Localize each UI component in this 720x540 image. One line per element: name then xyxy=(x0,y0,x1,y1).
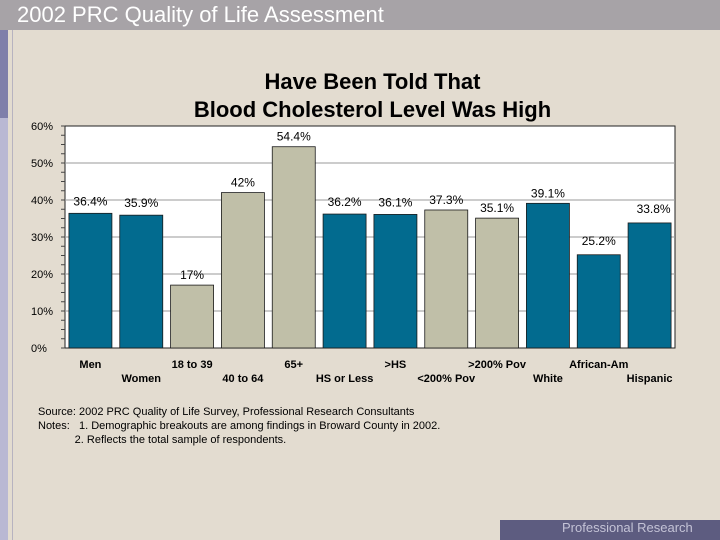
y-tick-label: 60% xyxy=(31,121,53,133)
note-2: 2. Reflects the total sample of responde… xyxy=(38,434,287,446)
bar-value-label: 36.1% xyxy=(378,195,412,209)
bar-8 xyxy=(424,209,469,349)
x-tick-label: <200% Pov xyxy=(417,373,476,385)
x-tick-label: 40 to 64 xyxy=(222,373,264,385)
bar-2 xyxy=(119,214,164,349)
bar-value-label: 25.2% xyxy=(582,234,616,248)
footer-text: Professional Research Consultants xyxy=(562,520,693,535)
bar-value-label: 37.3% xyxy=(429,193,463,207)
footer-brand: Professional Research Consultants xyxy=(500,520,720,540)
left-accent-stripe xyxy=(0,30,8,118)
x-tick-label: White xyxy=(533,373,563,385)
chart-title-line-1: Have Been Told That xyxy=(264,69,481,94)
bar-value-label: 35.1% xyxy=(480,201,514,215)
y-tick-label: 10% xyxy=(31,306,53,318)
bar-12 xyxy=(627,222,672,349)
y-tick-label: 30% xyxy=(31,232,53,244)
bar-1 xyxy=(68,212,113,349)
x-tick-label: Women xyxy=(121,373,161,385)
bar-value-label: 39.1% xyxy=(531,186,565,200)
x-tick-label: 18 to 39 xyxy=(172,359,213,371)
bar-value-label: 35.9% xyxy=(124,196,158,210)
bar-7 xyxy=(373,214,418,349)
bar-value-label: 33.8% xyxy=(637,202,671,216)
bar-value-label: 17% xyxy=(180,268,204,282)
bar-10 xyxy=(526,202,570,349)
bar-11 xyxy=(576,254,621,349)
bar-value-label: 54.4% xyxy=(277,130,311,144)
chart-notes: Source: 2002 PRC Quality of Life Survey,… xyxy=(38,405,440,447)
note-1: Notes: 1. Demographic breakouts are amon… xyxy=(38,420,441,432)
page-title: 2002 PRC Quality of Life Assessment xyxy=(17,2,384,27)
bar-6 xyxy=(322,213,367,349)
bar-3 xyxy=(170,284,214,349)
y-tick-label: 50% xyxy=(31,158,53,170)
chart-title-line-2: Blood Cholesterol Level Was High xyxy=(193,97,552,122)
left-divider xyxy=(12,30,13,540)
x-tick-label: HS or Less xyxy=(316,373,373,385)
x-tick-label: Men xyxy=(79,359,101,371)
y-tick-label: 40% xyxy=(31,195,53,207)
bar-value-label: 36.4% xyxy=(73,194,107,208)
bar-4 xyxy=(221,192,265,349)
x-tick-label: >HS xyxy=(385,359,407,371)
x-tick-label: >200% Pov xyxy=(468,359,527,371)
bar-value-label: 42% xyxy=(231,176,255,190)
bar-value-label: 36.2% xyxy=(328,195,362,209)
bar-9 xyxy=(475,217,519,349)
bar-5 xyxy=(271,146,316,349)
y-tick-label: 0% xyxy=(31,343,47,355)
x-tick-label: Hispanic xyxy=(627,373,673,385)
source-note: Source: 2002 PRC Quality of Life Survey,… xyxy=(38,406,415,418)
x-tick-label: 65+ xyxy=(284,359,303,371)
chart-title: Have Been Told That Blood Cholesterol Le… xyxy=(150,68,595,124)
header-bar: 2002 PRC Quality of Life Assessment xyxy=(0,0,720,30)
left-accent-stripe-light xyxy=(0,118,8,540)
x-tick-label: African-Am xyxy=(569,359,629,371)
y-tick-label: 20% xyxy=(31,269,53,281)
